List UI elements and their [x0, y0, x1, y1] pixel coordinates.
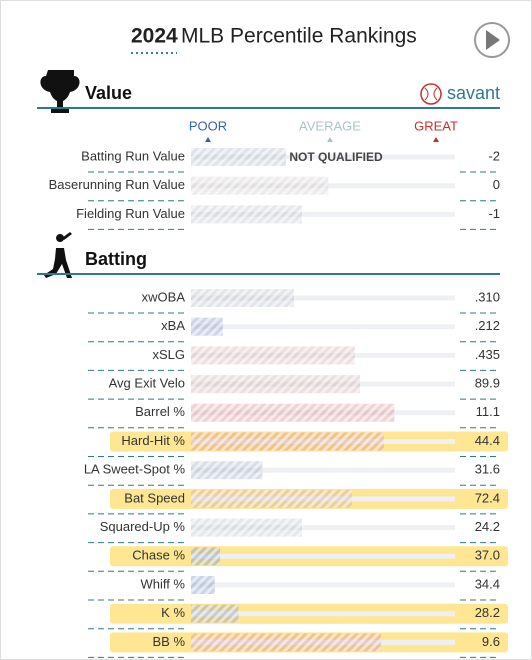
metric-value: -1 [488, 206, 500, 221]
scale-poor-marker [205, 137, 211, 142]
metric-label: xwOBA [142, 289, 186, 304]
metric-value: 24.2 [475, 519, 500, 534]
metric-label: Squared-Up % [100, 519, 186, 534]
metric-value: 0 [493, 177, 500, 192]
metric-value: 89.9 [475, 376, 500, 391]
batter-icon [44, 232, 72, 278]
bar-hatch [191, 289, 294, 307]
bar-hatch [191, 604, 239, 623]
bar-hatch [191, 176, 329, 195]
title: MLB Percentile Rankings [181, 25, 417, 48]
metric-value: .212 [475, 318, 500, 333]
not-qualified: NOT QUALIFIED [289, 150, 383, 164]
metric-label: Fielding Run Value [76, 206, 185, 221]
bar-hatch [191, 432, 384, 451]
metric-value: 31.6 [475, 462, 500, 477]
bar-hatch [191, 461, 263, 480]
bar-hatch [191, 489, 353, 508]
brand-name: savant [447, 83, 500, 103]
metric-value: 72.4 [475, 490, 500, 505]
scale-poor: POOR [189, 118, 227, 133]
metric-label: Chase % [132, 548, 185, 563]
metric-label: xSLG [152, 347, 185, 362]
bar-hatch [191, 205, 302, 224]
metric-value: 44.4 [475, 433, 500, 448]
metric-label: Barrel % [135, 404, 185, 419]
metric-value: 9.6 [482, 634, 500, 649]
metric-value: .435 [475, 347, 500, 362]
metric-label: Hard-Hit % [121, 433, 185, 448]
metric-label: LA Sweet-Spot % [84, 462, 186, 477]
metric-value: 37.0 [475, 548, 500, 563]
metric-value: -2 [488, 148, 500, 163]
play-button[interactable] [474, 22, 510, 58]
metric-value: 11.1 [476, 404, 500, 419]
metric-label: K % [161, 605, 185, 620]
bar-hatch [191, 576, 215, 594]
section-title: Value [85, 83, 132, 103]
bar-hatch [191, 633, 382, 652]
scale-great-marker [433, 137, 439, 142]
bar-hatch [191, 346, 355, 365]
brand-stitch [424, 87, 438, 101]
trophy-icon [40, 70, 80, 113]
scale-average-marker [327, 137, 333, 142]
metric-label: xBA [161, 318, 185, 333]
section-icon [40, 70, 80, 113]
metric-label: Avg Exit Velo [109, 376, 185, 391]
scale-great: GREAT [414, 118, 458, 133]
metric-label: Batting Run Value [81, 148, 185, 163]
section-icon [44, 232, 72, 278]
metric-label: Whiff % [140, 576, 185, 591]
bar-hatch [191, 375, 360, 394]
section-title: Batting [85, 249, 147, 269]
brand-logo [420, 83, 442, 105]
bar-hatch [191, 317, 223, 336]
metric-label: Baserunning Run Value [49, 177, 185, 192]
scale-average: AVERAGE [299, 118, 361, 133]
bar-hatch [191, 148, 287, 166]
bar-hatch [191, 403, 395, 422]
bar-hatch [191, 547, 221, 566]
metric-label: Bat Speed [124, 490, 185, 505]
bar-hatch [191, 518, 302, 537]
metric-value: 34.4 [475, 576, 500, 591]
metric-value: 28.2 [475, 605, 500, 620]
year[interactable]: 2024 [131, 25, 178, 48]
metric-value: .310 [475, 289, 500, 304]
metric-label: BB % [152, 634, 185, 649]
